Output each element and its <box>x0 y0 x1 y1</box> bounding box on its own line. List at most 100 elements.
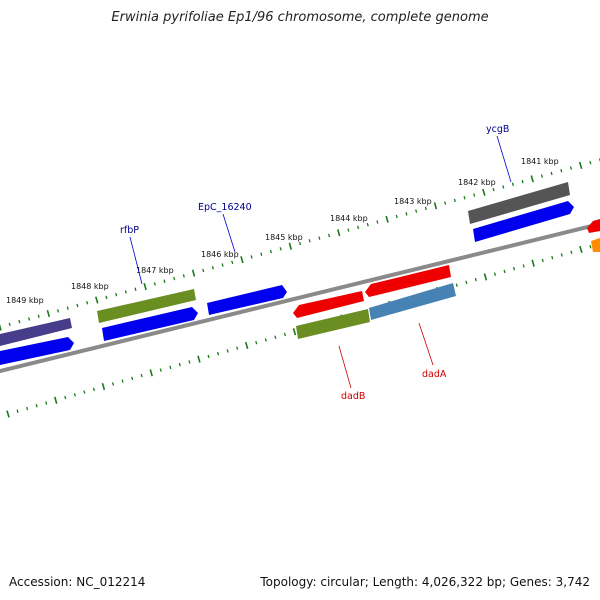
scale-tick <box>541 258 544 263</box>
scale-tick <box>570 250 573 254</box>
scale-tick <box>153 282 156 286</box>
gene-feature-rfbP[interactable] <box>97 289 196 323</box>
leader-line <box>129 236 143 285</box>
scale-tick <box>163 279 166 283</box>
scale-tick <box>236 346 239 350</box>
scale-tick <box>211 266 214 270</box>
scale-tick <box>26 406 29 411</box>
scale-tick <box>405 212 408 216</box>
scale-tick <box>16 409 19 413</box>
gene-feature[interactable] <box>293 291 364 318</box>
scale-tick <box>512 266 516 271</box>
scale-tick <box>521 179 524 184</box>
scale-tick <box>356 225 360 230</box>
scale-tick <box>483 273 488 281</box>
scale-tick <box>66 306 69 310</box>
scale-tick <box>347 228 350 232</box>
leader-line <box>222 213 236 253</box>
leader-line <box>496 135 512 183</box>
gene-feature-EpC_16240[interactable] <box>207 285 287 315</box>
scale-tick <box>6 410 10 418</box>
scale-tick <box>226 349 229 353</box>
scale-tick <box>493 272 497 276</box>
scale-tick <box>197 355 201 363</box>
scale-tick <box>502 185 505 189</box>
scale-tick <box>244 341 249 350</box>
scale-tick <box>560 169 563 173</box>
scale-tick <box>473 193 476 197</box>
gene-feature[interactable] <box>365 265 451 297</box>
scale-tick <box>327 233 331 238</box>
scale-tick <box>482 188 486 196</box>
scale-tick <box>366 222 369 227</box>
scale-tick <box>274 335 277 339</box>
scale-tick <box>444 201 447 205</box>
scale-tick <box>207 354 210 359</box>
scale-tick <box>318 236 321 240</box>
tick-label: 1842 kbp <box>458 178 496 187</box>
gene-feature-ycgB[interactable] <box>468 182 570 224</box>
scale-tick <box>149 369 153 377</box>
scale-tick <box>92 387 96 392</box>
tick-label: 1846 kbp <box>201 250 239 259</box>
scale-tick <box>385 215 389 223</box>
gene-label-rfbP[interactable]: rfbP <box>120 225 139 236</box>
scale-tick <box>337 229 341 237</box>
gene-feature[interactable] <box>473 201 574 242</box>
scale-tick <box>86 301 89 305</box>
gene-label-dadA[interactable]: dadA <box>422 369 447 380</box>
scale-tick <box>140 373 143 378</box>
gene-label-dadB[interactable]: dadB <box>341 391 365 402</box>
scale-tick <box>95 296 99 304</box>
scale-tick <box>27 317 31 321</box>
scale-tick <box>589 245 592 249</box>
scale-tick <box>115 292 118 297</box>
scale-tick <box>474 277 477 282</box>
scale-tick <box>455 283 458 287</box>
scale-tick <box>124 290 127 294</box>
scale-tick <box>530 175 534 183</box>
leader-line <box>338 345 352 389</box>
scale-tick <box>216 351 220 356</box>
scale-tick <box>492 187 495 192</box>
scale-tick <box>569 166 573 170</box>
gene-label-EpC_16240[interactable]: EpC_16240 <box>198 202 252 213</box>
genome-summary-text: Topology: circular; Length: 4,026,322 bp… <box>260 575 590 589</box>
tick-label: 1845 kbp <box>265 233 303 242</box>
scale-tick <box>134 287 137 291</box>
scale-tick <box>579 245 583 254</box>
scale-tick <box>283 332 286 337</box>
scale-tick <box>121 379 124 383</box>
scale-tick <box>463 196 466 200</box>
scale-tick <box>46 309 51 318</box>
scale-tick <box>101 382 106 391</box>
scale-tick <box>76 303 79 308</box>
scale-tick <box>511 182 514 186</box>
scale-tick <box>292 328 297 336</box>
gene-feature[interactable] <box>591 238 600 252</box>
gene-feature-dadB[interactable] <box>296 309 370 339</box>
scale-tick <box>269 249 273 254</box>
scale-tick <box>64 395 67 400</box>
scale-tick <box>522 264 525 268</box>
gene-feature-dadA[interactable] <box>369 283 456 320</box>
scale-tick <box>231 260 234 265</box>
gene-feature[interactable] <box>0 318 72 346</box>
scale-tick <box>540 174 544 178</box>
scale-tick <box>105 295 108 300</box>
gene-feature[interactable] <box>587 219 600 233</box>
scale-tick <box>159 368 162 372</box>
leader-line <box>418 322 434 366</box>
gene-label-ycgB[interactable]: ycgB <box>486 124 509 135</box>
scale-tick <box>560 253 563 257</box>
scale-tick <box>453 198 456 203</box>
gene-feature[interactable] <box>0 337 74 365</box>
scale-tick <box>178 362 181 367</box>
scale-tick <box>308 239 311 243</box>
tick-label: 1848 kbp <box>71 282 109 291</box>
scale-tick <box>37 314 40 318</box>
scale-tick <box>551 256 554 260</box>
gene-feature[interactable] <box>102 307 198 341</box>
scale-tick <box>376 220 379 224</box>
scale-tick <box>202 268 205 273</box>
